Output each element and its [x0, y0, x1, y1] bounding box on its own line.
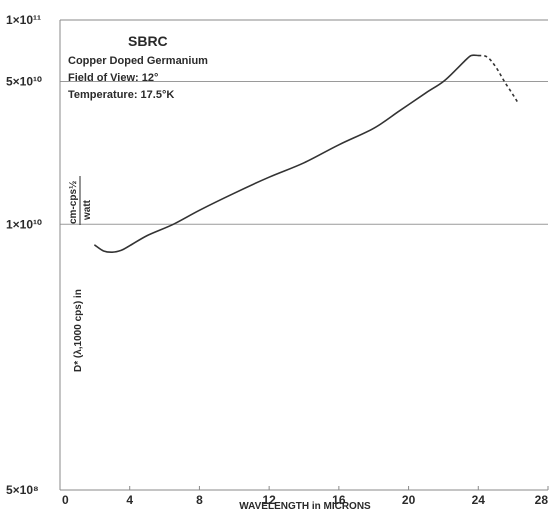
y-axis-unit-denominator: watt — [82, 199, 93, 221]
y-tick-label-3: 1×10¹¹ — [6, 13, 41, 27]
x-tick-label-2: 8 — [196, 493, 203, 507]
x-tick-label-6: 24 — [472, 493, 486, 507]
grid-layer — [60, 80, 548, 225]
x-tick-label-0: 0 — [62, 493, 69, 507]
info-line-field-of-view: Field of View: 12° — [68, 72, 158, 84]
y-axis-label-group: D* (λ,1000 cps) in cm-cps½ watt — [68, 176, 93, 372]
x-tick-label-5: 20 — [402, 493, 416, 507]
chart-title: SBRC — [128, 33, 168, 49]
x-tick-label-3: 12 — [262, 493, 276, 507]
x-axis-label: WAVELENGTH in MICRONS — [239, 501, 371, 512]
x-tick-label-4: 16 — [332, 493, 346, 507]
series-line-0-solid — [94, 54, 480, 254]
x-tick-label-1: 4 — [126, 493, 133, 507]
axes-layer — [59, 19, 549, 491]
y-tick-label-0: 5×10⁸ — [6, 483, 39, 497]
series-layer — [94, 54, 520, 254]
info-line-temperature: Temperature: 17.5°K — [68, 89, 174, 101]
tick-labels: 0 4 8 12 16 20 24 28 5×10⁸ 1×10¹⁰ 5×10¹⁰ 1×10¹¹ — [6, 13, 548, 507]
y-tick-label-1: 1×10¹⁰ — [6, 217, 42, 231]
info-line-material: Copper Doped Germanium — [68, 55, 208, 67]
y-axis-label: D* (λ,1000 cps) in — [73, 289, 84, 372]
series-line-1-dashed — [478, 54, 520, 104]
y-tick-label-2: 5×10¹⁰ — [6, 74, 42, 88]
x-tick-label-7: 28 — [535, 493, 549, 507]
y-axis-unit-numerator: cm-cps½ — [68, 181, 79, 224]
